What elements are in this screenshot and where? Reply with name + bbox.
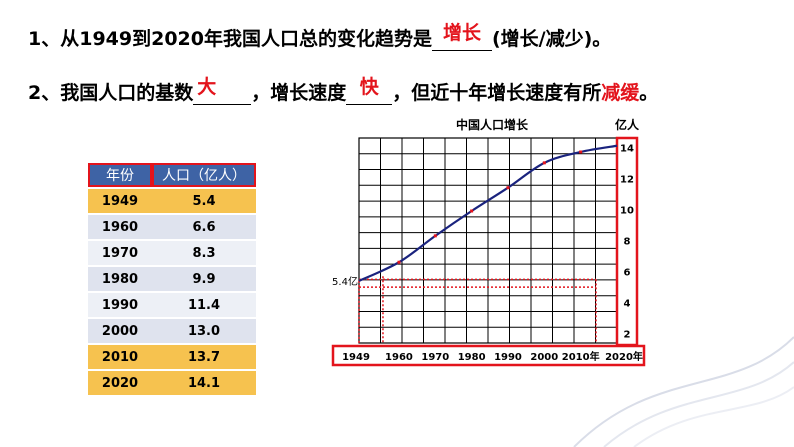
cell-year: 1970	[88, 241, 152, 265]
table-row: 1949 5.4	[88, 189, 256, 213]
data-point-marker	[470, 209, 474, 213]
table-row: 1980 9.9	[88, 267, 256, 291]
cell-pop: 9.9	[152, 267, 256, 291]
answer-3-text: 快	[359, 76, 379, 98]
x-tick-label: 1980	[458, 352, 486, 363]
data-point-marker	[433, 234, 437, 238]
cell-pop: 13.0	[152, 319, 256, 343]
data-point-marker	[506, 186, 510, 190]
x-tick-label: 2020年	[605, 350, 643, 363]
y-tick-label: 12	[620, 174, 634, 185]
table-row: 2000 13.0	[88, 319, 256, 343]
cell-year: 2000	[88, 319, 152, 343]
y-tick-label: 8	[624, 237, 631, 248]
y-tick-label: 6	[624, 268, 631, 279]
cell-year: 1949	[88, 189, 152, 213]
table-header-row: 年份 人口（亿人）	[88, 163, 256, 187]
question-2-prefix: 2、我国人口的基数	[28, 82, 194, 104]
answer-4-text: 减缓	[601, 82, 640, 104]
cell-pop: 14.1	[152, 371, 256, 395]
y-tick-label: 4	[624, 299, 631, 310]
y-tick-label: 10	[620, 205, 634, 216]
cell-pop: 5.4	[152, 189, 256, 213]
table-row: 2020 14.1	[88, 371, 256, 395]
chart-title: 中国人口增长	[456, 117, 529, 132]
data-point-marker	[542, 161, 546, 165]
y-tick-label: 2	[624, 330, 631, 341]
x-tick-label: 1949	[342, 352, 370, 363]
cell-pop: 8.3	[152, 241, 256, 265]
y-axis-unit-label: 亿人	[615, 117, 640, 132]
data-point-marker	[579, 150, 583, 154]
cell-year: 2020	[88, 371, 152, 395]
answer-1-text: 增长	[442, 22, 481, 44]
cell-year: 1990	[88, 293, 152, 317]
cell-year: 2010	[88, 345, 152, 369]
cell-year: 1960	[88, 215, 152, 239]
x-tick-label: 1960	[385, 352, 413, 363]
cell-year: 1980	[88, 267, 152, 291]
population-series-line	[358, 144, 618, 282]
x-tick-label: 1970	[421, 352, 449, 363]
question-2-suffix: 。	[639, 82, 659, 104]
data-point-marker	[397, 260, 401, 264]
cell-pop: 11.4	[152, 293, 256, 317]
answer-2-text: 大	[197, 76, 217, 98]
y-tick-label: 14	[620, 143, 634, 154]
question-2-middle2: ，但近十年增长速度有所	[392, 82, 602, 104]
question-2: 2、我国人口的基数大 ，增长速度快 ，但近十年增长速度有所减缓。	[28, 76, 659, 105]
table-row: 1990 11.4	[88, 293, 256, 317]
answer-blank-3[interactable]: 快	[346, 76, 393, 105]
question-1-suffix: (增长/减少)。	[491, 28, 612, 50]
x-tick-label: 2010年	[562, 350, 600, 363]
header-year: 年份	[88, 163, 152, 187]
x-tick-label: 1990	[494, 352, 522, 363]
x-tick-label: 2000	[530, 352, 558, 363]
header-population: 人口（亿人）	[152, 163, 256, 187]
x-axis-highlight-box	[331, 344, 646, 367]
cell-pop: 13.7	[152, 345, 256, 369]
table-row: 1960 6.6	[88, 215, 256, 239]
table-row: 2010 13.7	[88, 345, 256, 369]
start-value-annotation: 5.4亿	[332, 275, 358, 288]
answer-blank-2[interactable]: 大	[193, 76, 252, 105]
answer-blank-1[interactable]: 增长	[431, 22, 492, 51]
question-1-prefix: 1、从1949到2020年我国人口总的变化趋势是	[28, 28, 432, 50]
population-table: 年份 人口（亿人） 1949 5.4 1960 6.6 1970 8.3 1980 9.…	[88, 161, 256, 397]
question-1: 1、从1949到2020年我国人口总的变化趋势是 增长 (增长/减少)。	[28, 22, 612, 51]
cell-pop: 6.6	[152, 215, 256, 239]
table-row: 1970 8.3	[88, 241, 256, 265]
question-2-middle: ，增长速度	[251, 82, 347, 104]
